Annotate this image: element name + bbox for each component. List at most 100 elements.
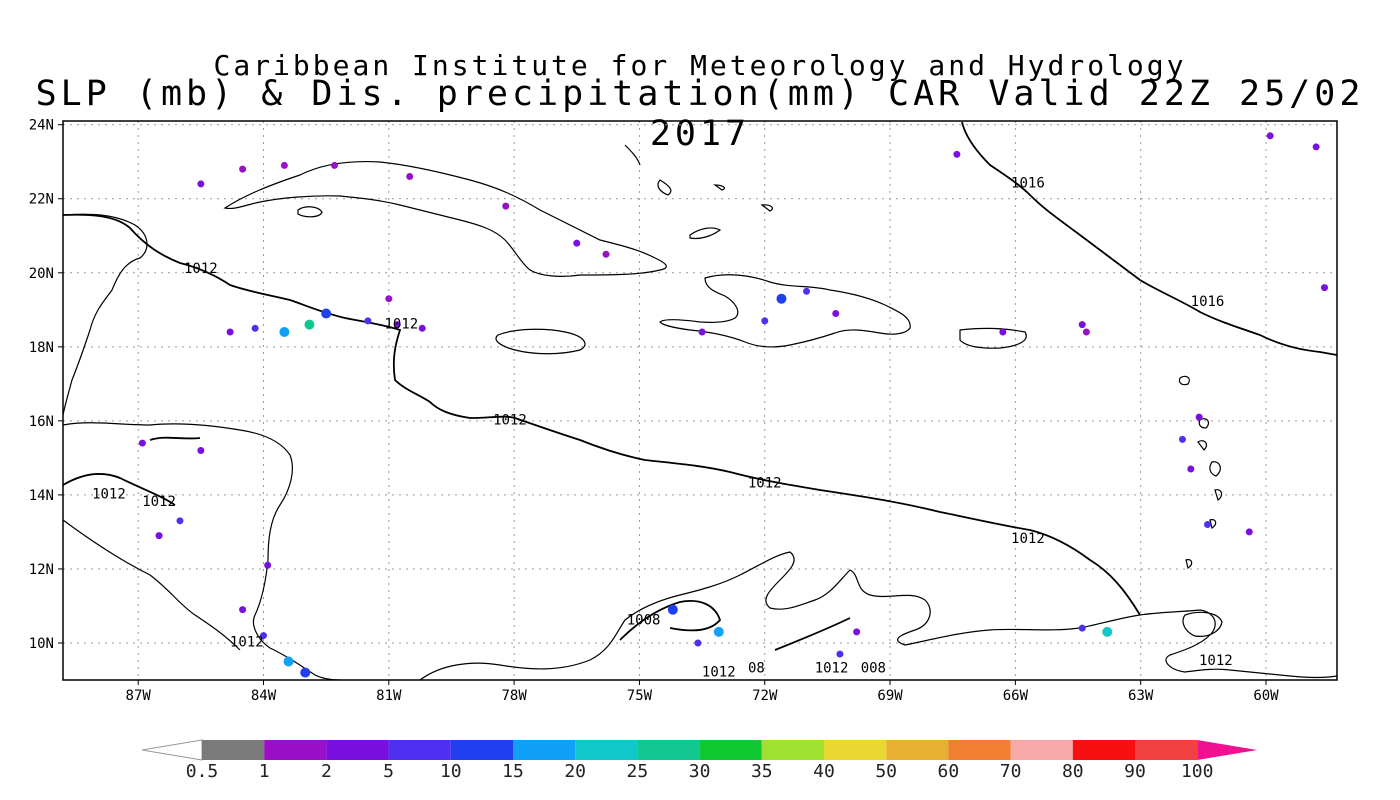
precipitation-cell [602,250,610,258]
isobar-label: 1012 [184,261,218,277]
colorbar-under-arrow [141,739,203,761]
precipitation-cell [1078,624,1086,632]
isobar-label: 1012 [230,635,264,651]
precipitation-cell [776,293,787,304]
precipitation-cell [406,173,414,181]
precipitation-cell [953,150,961,158]
precipitation-cell [502,202,510,210]
precipitation-cell [694,639,702,647]
colorbar-swatch [824,740,887,760]
latitude-tick-label: 18N [29,340,54,356]
latitude-tick-label: 10N [29,636,54,652]
isobar-label: 1012 [1011,531,1045,547]
coastline-trinidad [1182,611,1223,637]
precipitation-cell [667,604,678,615]
precipitation-cell [418,324,426,332]
precipitation-cell [239,165,247,173]
map-gridlines [63,121,1337,680]
colorbar-label: 30 [689,761,711,782]
colorbar-label: 100 [1181,761,1214,782]
precipitation-field [138,132,1328,678]
isobar-1012-central-america [63,436,201,506]
precipitation-cell [279,327,290,338]
latitude-tick-label: 16N [29,414,54,430]
precipitation-cell [713,626,724,637]
colorbar-label: 5 [383,761,394,782]
precipitation-cell [1204,521,1212,529]
isobar-label: 08 [748,661,765,677]
colorbar-swatch [1010,740,1073,760]
precipitation-cell [226,328,234,336]
latitude-tick-label: 12N [29,562,54,578]
isobar-label: 1012 [702,664,736,680]
isobar-label: 1012 [815,661,849,677]
latitude-tick-label: 24N [29,118,54,134]
precipitation-cell [197,446,205,454]
isobar-label: 008 [861,661,886,677]
colorbar-label: 90 [1124,761,1146,782]
isobar-1008-south [619,600,851,651]
precipitation-cell [239,606,247,614]
coastline-puerto-rico [959,327,1027,349]
longitude-tick-label: 63W [1128,688,1154,704]
precipitation-cell [1266,132,1274,140]
isobar-label: 1012 [92,487,126,503]
colorbar-swatch [948,740,1011,760]
colorbar-swatch [202,740,265,760]
longitude-tick-label: 81W [376,688,402,704]
latitude-tick-label: 22N [29,192,54,208]
precipitation-cell [836,650,844,658]
colorbar-swatch [637,740,700,760]
precipitation-cell [698,328,706,336]
isobars [63,121,1337,651]
precipitation-cell [385,295,393,303]
precipitation-cell [304,319,315,330]
precipitation-cell [138,439,146,447]
coastline-central-america [63,422,341,680]
colorbar-label: 2 [321,761,332,782]
precipitation-cell [573,239,581,247]
colorbar-swatch [264,740,327,760]
precipitation-cell [761,317,769,325]
coastline-bahamas [624,144,774,240]
latitude-axis: 24N 22N 20N 18N 16N 14N 12N 10N [29,118,63,652]
colorbar-swatch [1072,740,1135,760]
longitude-tick-label: 75W [627,688,653,704]
coastline-hispaniola [659,274,911,348]
longitude-axis: 87W 84W 81W 78W 75W 72W 69W 66W 63W 60W [126,680,1279,704]
colorbar-label: 50 [875,761,897,782]
longitude-tick-label: 87W [126,688,152,704]
coastline-cuba [223,161,667,277]
latitude-tick-label: 20N [29,266,54,282]
precipitation-cell [1102,626,1113,637]
longitude-tick-label: 84W [251,688,277,704]
isobar-1012-north [63,213,1141,616]
coastlines [63,144,1337,680]
precipitation-cell [803,287,811,295]
product-title: SLP (mb) & Dis. precipitation(mm) CAR Va… [35,74,1365,154]
colorbar-label: 60 [938,761,960,782]
isobar-labels: 1016 1016 1012 1012 1012 1012 1012 1012 1012 1012… [92,176,1233,681]
isobar-label: 1012 [384,316,418,332]
colorbar-swatch [761,740,824,760]
latitude-tick-label: 14N [29,488,54,504]
colorbar-swatch [886,740,949,760]
isobar-label: 1008 [627,612,661,628]
isobar-1016-east [961,121,1337,356]
colorbar-label: 1 [259,761,270,782]
coastline-jamaica [495,328,586,355]
colorbar-label: 0.5 [186,761,219,782]
longitude-tick-label: 72W [752,688,778,704]
colorbar-swatch [450,740,513,760]
colorbar-swatch [1135,740,1198,760]
coastline-yucatan [63,213,148,416]
colorbar-label: 10 [440,761,462,782]
isobar-label: 1012 [1199,653,1233,669]
map-frame [62,120,1338,681]
colorbar-label: 80 [1062,761,1084,782]
precipitation-cell [1320,284,1328,292]
precipitation-cell [321,308,332,319]
isobar-label: 1016 [1191,294,1225,310]
colorbar-label: 25 [627,761,649,782]
